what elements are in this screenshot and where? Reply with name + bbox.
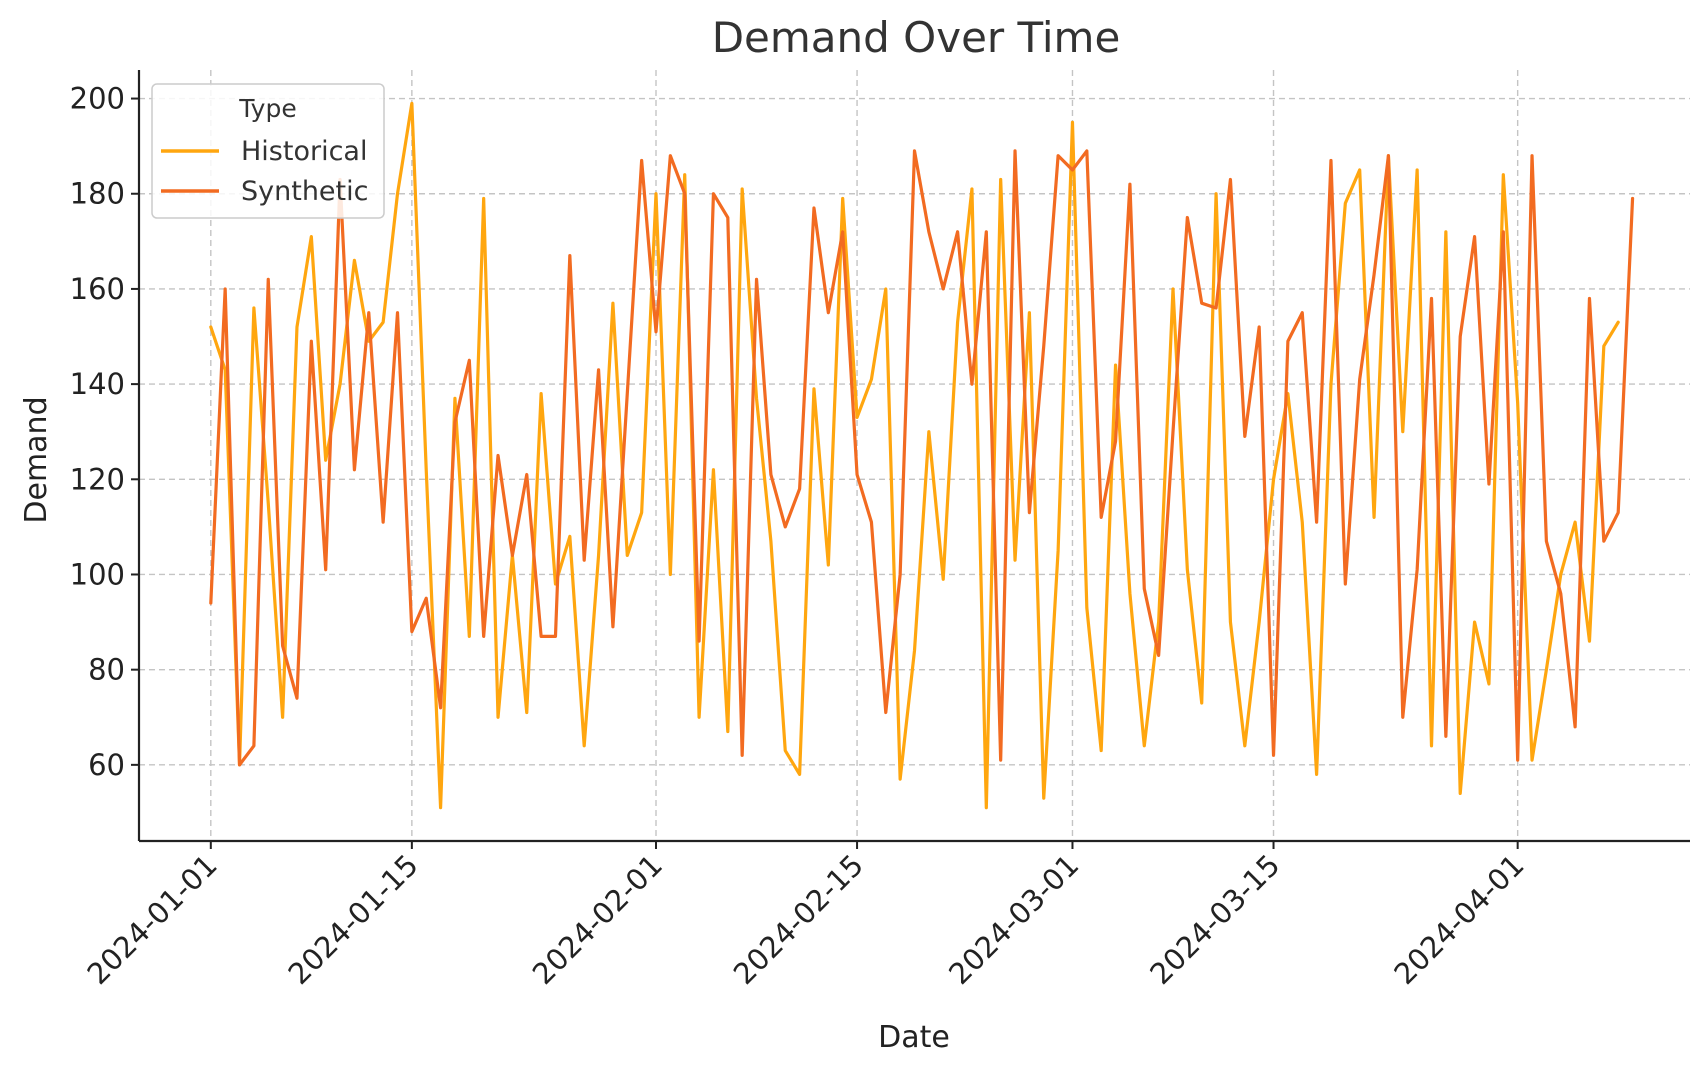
x-axis-label: Date: [878, 1020, 950, 1055]
x-axis-ticks: 2024-01-01 2024-01-15 2024-02-01 2024-02-15…: [81, 841, 1531, 991]
legend: Type Historical Synthetic: [151, 83, 385, 219]
legend-label-synthetic: Synthetic: [241, 176, 368, 207]
y-tick-label: 200: [70, 82, 125, 116]
x-tick-label: 2024-01-01: [81, 848, 224, 991]
legend-title: Type: [238, 94, 296, 123]
x-tick-label: 2024-04-01: [1387, 848, 1530, 991]
y-axis-ticks: 60 80 100 120 140 160 180 200: [70, 82, 139, 782]
legend-box: [151, 83, 385, 219]
y-tick-label: 180: [70, 177, 125, 211]
y-tick-label: 60: [88, 748, 125, 782]
y-tick-label: 80: [88, 653, 125, 687]
x-tick-label: 2024-01-15: [282, 848, 425, 991]
series-line-synthetic: [209, 149, 1635, 767]
chart-title: Demand Over Time: [712, 13, 1121, 62]
legend-label-historical: Historical: [241, 136, 367, 167]
x-tick-label: 2024-02-15: [727, 848, 870, 991]
axes-spines: [137, 70, 1690, 843]
y-tick-label: 100: [70, 557, 125, 591]
x-gridlines: [210, 70, 1519, 841]
x-tick-label: 2024-03-15: [1143, 848, 1286, 991]
y-tick-label: 140: [70, 367, 125, 401]
y-tick-label: 120: [70, 462, 125, 496]
x-tick-label: 2024-02-01: [526, 848, 669, 991]
x-tick-label: 2024-03-01: [942, 848, 1085, 991]
y-tick-label: 160: [70, 272, 125, 306]
series-line-historical: [209, 101, 1620, 810]
y-axis-label: Demand: [19, 396, 54, 523]
series-lines: [209, 101, 1635, 810]
